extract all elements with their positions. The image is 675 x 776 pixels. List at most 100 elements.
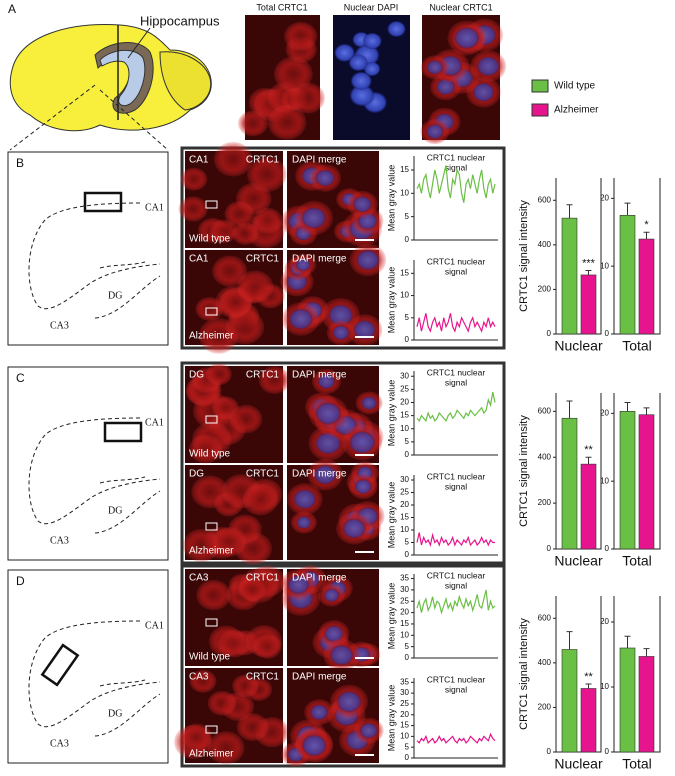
y-tick-label: 25 bbox=[400, 699, 409, 708]
diagram-frame bbox=[7, 151, 169, 346]
y-tick-label: 200 bbox=[538, 285, 552, 294]
nucleus bbox=[337, 691, 362, 713]
nucleus bbox=[436, 78, 455, 95]
roi-box bbox=[205, 618, 218, 627]
cell bbox=[212, 526, 247, 557]
y-tick-label: 0 bbox=[405, 753, 410, 762]
y-tick-label: 15 bbox=[400, 411, 409, 420]
region-label: CA3 bbox=[50, 320, 69, 331]
nucleus bbox=[349, 431, 375, 454]
nucleus bbox=[328, 304, 353, 326]
bar bbox=[561, 217, 578, 335]
chart-title: signal bbox=[445, 580, 467, 590]
y-tick-label: 5 bbox=[405, 642, 410, 651]
bar bbox=[638, 656, 655, 753]
y-tick-label: 20 bbox=[400, 398, 409, 407]
cell bbox=[236, 713, 269, 742]
hippocampus-outline bbox=[28, 417, 161, 525]
stain-label: CRTC1 bbox=[246, 155, 280, 166]
axis bbox=[613, 596, 661, 753]
nucleus bbox=[301, 207, 327, 229]
y-tick-label: 25 bbox=[400, 384, 409, 393]
y-tick-label: 600 bbox=[538, 195, 552, 204]
cell bbox=[258, 366, 291, 394]
nucleus bbox=[472, 82, 495, 102]
y-tick-label: 10 bbox=[600, 476, 609, 485]
bar bbox=[619, 411, 636, 550]
diagram-frame bbox=[7, 366, 169, 561]
image-frame bbox=[180, 564, 506, 768]
micrograph bbox=[281, 668, 384, 767]
cell bbox=[232, 222, 259, 245]
merge-label: DAPI merge bbox=[292, 155, 347, 166]
nucleus bbox=[354, 479, 372, 495]
error-bar bbox=[566, 204, 573, 219]
chart-title: signal bbox=[445, 266, 467, 276]
nucleus bbox=[348, 54, 368, 72]
nucleus bbox=[295, 258, 311, 272]
stain-label: CRTC1 bbox=[246, 469, 280, 480]
error-bar bbox=[643, 648, 650, 657]
chart-title: CRTC1 nuclear bbox=[427, 570, 486, 580]
signal-line bbox=[416, 732, 496, 744]
y-axis-label: CRTC1 signal intensity bbox=[518, 415, 530, 527]
region-code: CA1 bbox=[189, 254, 209, 265]
micrograph bbox=[174, 668, 290, 765]
cell bbox=[196, 579, 231, 611]
nucleus bbox=[361, 396, 377, 410]
axis bbox=[555, 596, 602, 753]
micrograph bbox=[333, 15, 410, 140]
y-tick-label: 15 bbox=[400, 165, 409, 174]
region-code: DG bbox=[189, 370, 204, 381]
y-axis-label: Mean gray value bbox=[386, 165, 396, 232]
cell bbox=[236, 270, 274, 303]
bar bbox=[561, 649, 578, 753]
y-tick-label: 15 bbox=[400, 513, 409, 522]
y-tick-label: 25 bbox=[400, 596, 409, 605]
cell bbox=[238, 577, 266, 602]
y-tick-label: 10 bbox=[400, 731, 409, 740]
axis bbox=[555, 178, 602, 335]
cell bbox=[181, 723, 212, 750]
y-tick-label: 30 bbox=[400, 475, 409, 484]
stain-label: CRTC1 bbox=[246, 370, 280, 381]
cell bbox=[182, 528, 221, 562]
nucleus bbox=[387, 20, 406, 38]
image-frame bbox=[180, 146, 506, 350]
signal-line bbox=[416, 391, 496, 423]
genotype-label: Alzheimer bbox=[189, 546, 234, 557]
significance: * bbox=[644, 219, 649, 231]
region-box bbox=[40, 643, 80, 687]
y-tick-label: 200 bbox=[538, 498, 552, 507]
error-bar bbox=[624, 635, 631, 648]
nucleus bbox=[314, 465, 337, 485]
genotype-label: Wild type bbox=[189, 449, 231, 460]
x-axis-label: Nuclear bbox=[554, 338, 603, 354]
panel-label: A bbox=[8, 2, 16, 16]
legend-label: Wild type bbox=[554, 81, 596, 92]
micrograph bbox=[178, 141, 287, 249]
y-tick-label: 10 bbox=[400, 188, 409, 197]
nucleus bbox=[324, 625, 344, 642]
y-axis-label: CRTC1 signal intensity bbox=[518, 200, 530, 312]
x-axis-label: Total bbox=[622, 756, 652, 772]
y-tick-label: 20 bbox=[600, 408, 609, 417]
y-tick-label: 400 bbox=[538, 658, 552, 667]
cell bbox=[242, 483, 279, 516]
cell bbox=[224, 201, 255, 227]
signal-line bbox=[416, 589, 496, 615]
nucleus bbox=[349, 84, 375, 107]
merge-label: DAPI merge bbox=[292, 469, 347, 480]
error-bar bbox=[624, 202, 631, 216]
micrograph bbox=[286, 458, 385, 560]
y-tick-label: 5 bbox=[405, 313, 410, 322]
y-tick-label: 20 bbox=[600, 617, 609, 626]
genotype-label: Alzheimer bbox=[189, 331, 234, 342]
region-code: DG bbox=[189, 469, 204, 480]
nucleus bbox=[362, 32, 382, 50]
cell bbox=[284, 21, 318, 51]
x-axis-label: Nuclear bbox=[554, 553, 603, 569]
nucleus bbox=[293, 489, 316, 509]
cell bbox=[229, 404, 263, 434]
legend-swatch bbox=[531, 79, 549, 93]
